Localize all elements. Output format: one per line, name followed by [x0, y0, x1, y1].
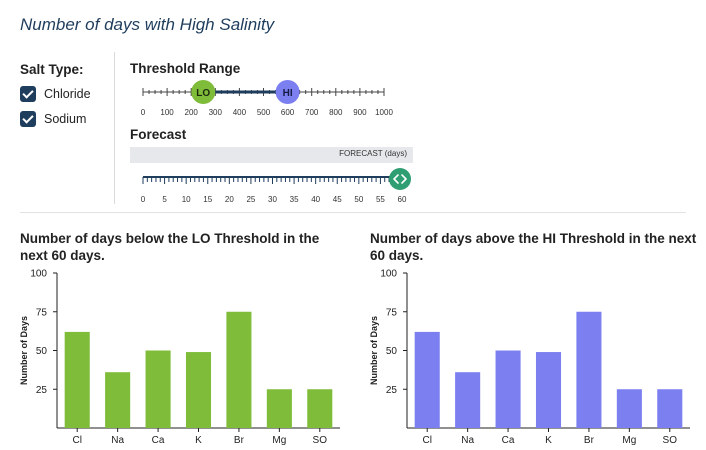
lo-x-tick-label: Ca: [152, 435, 165, 446]
hi-bar-so: [657, 389, 683, 428]
lo-y-tick-label: 50: [36, 346, 48, 357]
hi-bar-cl: [414, 331, 440, 428]
lo-bar-cl: [64, 331, 90, 428]
lo-x-tick-label: Na: [111, 435, 124, 446]
lo-x-tick-label: K: [195, 435, 202, 446]
threshold-tick-label: 700: [305, 108, 319, 117]
horizontal-divider: [20, 212, 686, 213]
threshold-range-label: Threshold Range: [130, 61, 241, 76]
lo-threshold-handle[interactable]: [191, 80, 216, 104]
hi-x-tick-label: SO: [663, 435, 678, 446]
threshold-tick-label: 400: [233, 108, 247, 117]
threshold-tick-label: 800: [329, 108, 343, 117]
threshold-range-slider[interactable]: 0 100 200 300 400 500 600 700 800 900 1000 LO HI: [0, 0, 706, 130]
hi-x-tick-label: Ca: [502, 435, 515, 446]
lo-bar-k: [185, 352, 212, 428]
hi-x-tick-label: Cl: [422, 435, 431, 446]
lo-x-tick-label: SO: [313, 435, 328, 446]
hi-bar-ca: [495, 350, 521, 428]
forecast-tick-label: 40: [311, 195, 320, 204]
hi-threshold-handle[interactable]: [275, 80, 300, 104]
forecast-tick-label: 60: [398, 195, 407, 204]
forecast-tick-label: 45: [333, 195, 342, 204]
sodium-label: Sodium: [44, 112, 87, 126]
hi-x-tick-label: Na: [461, 435, 474, 446]
hi-bar-k: [535, 352, 562, 428]
hi-handle-label: HI: [283, 88, 293, 99]
forecast-handle[interactable]: [389, 168, 411, 190]
forecast-label: Forecast: [130, 127, 187, 142]
lo-bar-mg: [266, 389, 292, 428]
lo-handle-label: LO: [196, 88, 210, 99]
lo-x-tick-label: Br: [234, 435, 245, 446]
checkbox-checked-icon[interactable]: [20, 86, 36, 102]
forecast-tick-label: 20: [225, 195, 234, 204]
forecast-tick-label: 10: [182, 195, 191, 204]
lo-bar-so: [307, 389, 333, 428]
hi-y-tick-label: 75: [386, 307, 398, 318]
forecast-tick-label: 30: [268, 195, 277, 204]
checkbox-checked-icon[interactable]: [20, 111, 36, 127]
threshold-tick-label: 300: [209, 108, 223, 117]
hi-x-tick-label: Br: [584, 435, 595, 446]
lo-y-tick-label: 25: [36, 385, 48, 396]
forecast-tick-label: 0: [141, 195, 146, 204]
forecast-tick-label: 35: [290, 195, 299, 204]
forecast-header-bar: FORECAST (days): [130, 147, 413, 163]
hi-chart-title: Number of days above the HI Threshold in…: [370, 231, 697, 263]
threshold-tick-label: 900: [353, 108, 367, 117]
lo-y-tick-label: 75: [36, 307, 48, 318]
threshold-tick-label: 100: [160, 108, 174, 117]
threshold-tick-label: 500: [257, 108, 271, 117]
threshold-tick-label: 600: [281, 108, 295, 117]
lo-x-tick-label: Cl: [72, 435, 81, 446]
threshold-tick-label: 200: [185, 108, 199, 117]
hi-y-tick-label: 25: [386, 385, 398, 396]
lo-bar-br: [226, 311, 252, 428]
page-title: Number of days with High Salinity: [20, 15, 275, 34]
sodium-checkbox[interactable]: Sodium: [20, 111, 115, 127]
threshold-tick-label: 0: [141, 108, 146, 117]
lo-bar-na: [105, 372, 131, 428]
forecast-tick-label: 50: [354, 195, 363, 204]
salt-type-panel: Salt Type: Chloride Sodium: [20, 62, 115, 127]
hi-x-tick-label: Mg: [622, 435, 636, 446]
hi-y-tick-label: 50: [386, 346, 398, 357]
chevron-left-right-icon: [393, 174, 407, 184]
vertical-divider: [114, 52, 115, 204]
chloride-checkbox[interactable]: Chloride: [20, 86, 115, 102]
forecast-tick-label: 25: [246, 195, 255, 204]
lo-chart-title: Number of days below the LO Threshold in…: [20, 231, 320, 263]
lo-y-tick-label: 100: [30, 269, 47, 280]
lo-bar-ca: [145, 350, 171, 428]
hi-x-tick-label: K: [545, 435, 552, 446]
forecast-tick-label: 5: [162, 195, 167, 204]
lo-y-axis-label: Number of Days: [19, 316, 29, 385]
salt-type-label: Salt Type:: [20, 62, 84, 77]
lo-x-tick-label: Mg: [272, 435, 286, 446]
chloride-label: Chloride: [44, 87, 91, 101]
forecast-header-text: FORECAST (days): [339, 149, 407, 158]
threshold-tick-label: 1000: [375, 108, 393, 117]
hi-bar-na: [455, 372, 481, 428]
hi-bar-mg: [616, 389, 642, 428]
hi-y-axis-label: Number of Days: [369, 316, 379, 385]
hi-bar-br: [576, 311, 602, 428]
forecast-tick-label: 15: [203, 195, 212, 204]
forecast-tick-label: 55: [376, 195, 385, 204]
hi-y-tick-label: 100: [380, 269, 397, 280]
forecast-slider[interactable]: 0 5 10 15 20 25 30 35 40 45 50 55 60: [0, 0, 706, 210]
